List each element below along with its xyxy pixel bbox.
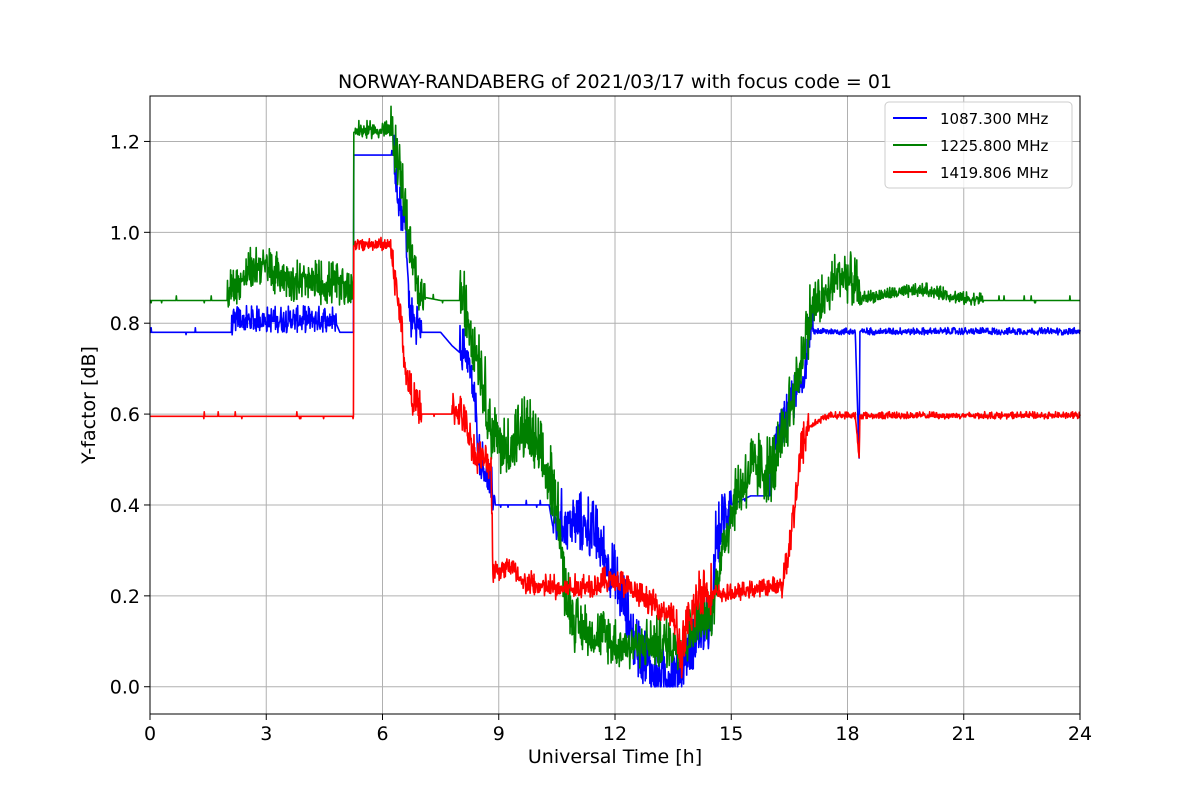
y-tick-label: 0.4: [110, 495, 140, 517]
x-tick-label: 6: [376, 723, 388, 745]
y-axis-label: Y-factor [dB]: [78, 346, 100, 465]
axis-ticks: 0 3 6 9 12 15 18 21 24 0.0 0.2 0.4 0.6 0.8 1.0 1.2: [110, 131, 1092, 745]
x-axis-label: Universal Time [h]: [528, 746, 702, 768]
x-tick-label: 15: [719, 723, 743, 745]
series-line-2: [149, 236, 1081, 679]
x-tick-label: 0: [144, 723, 156, 745]
series-line-1: [149, 105, 1081, 671]
y-tick-label: 1.2: [110, 131, 140, 153]
y-tick-label: 1.0: [110, 222, 140, 244]
legend-label-1087: 1087.300 MHz: [940, 110, 1049, 128]
chart-title: NORWAY-RANDABERG of 2021/03/17 with focu…: [338, 71, 892, 93]
x-tick-label: 21: [952, 723, 976, 745]
legend-label-1419: 1419.806 MHz: [940, 164, 1049, 182]
y-tick-label: 0.2: [110, 586, 140, 608]
x-tick-label: 12: [603, 723, 627, 745]
y-tick-label: 0.0: [110, 677, 140, 699]
x-tick-label: 9: [493, 723, 505, 745]
series-layer: [149, 105, 1081, 688]
legend: 1087.300 MHz 1225.800 MHz 1419.806 MHz: [884, 101, 1073, 189]
x-tick-label: 24: [1068, 723, 1092, 745]
y-tick-label: 0.8: [110, 313, 140, 335]
x-tick-label: 18: [835, 723, 859, 745]
x-tick-label: 3: [260, 723, 272, 745]
legend-label-1225: 1225.800 MHz: [940, 137, 1049, 155]
y-tick-label: 0.6: [110, 404, 140, 426]
legend-box: [884, 101, 1073, 189]
series-line-0: [149, 134, 1081, 688]
